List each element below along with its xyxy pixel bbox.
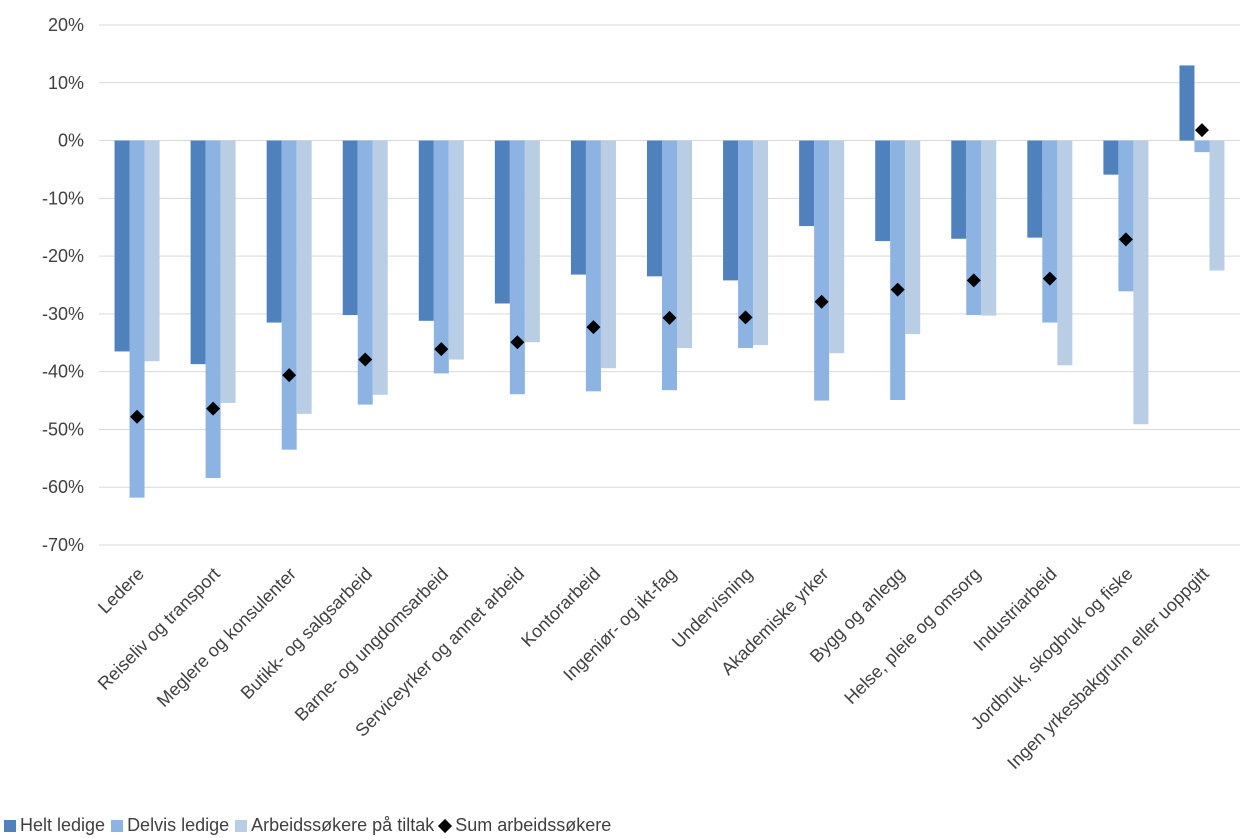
bar [129, 140, 145, 498]
category-label: Jordbruk, skogbruk og fiske [967, 564, 1137, 734]
y-tick-label: -30% [42, 304, 84, 324]
sum-markers [130, 123, 1209, 424]
bar [220, 140, 236, 403]
legend-item-helt-ledige: Helt ledige [4, 815, 105, 836]
bar [448, 140, 464, 360]
bar [677, 140, 692, 348]
bar [281, 140, 297, 450]
y-tick-label: 0% [58, 131, 84, 151]
bar [1057, 140, 1073, 366]
bar [1194, 140, 1210, 153]
bar [372, 140, 388, 395]
sum-marker [510, 335, 525, 350]
bar [205, 140, 221, 478]
sum-marker [1042, 271, 1057, 286]
bar [296, 140, 312, 414]
bar [905, 140, 921, 335]
chart: 20% 10% 0% -10% -20% -30% -40% -50% -60% -70% Led… [42, 15, 1240, 773]
sum-marker [966, 273, 981, 288]
bar [585, 140, 601, 392]
bar [662, 140, 677, 391]
bars [114, 65, 1225, 498]
sum-marker [206, 401, 221, 416]
y-tick-label: -20% [42, 246, 84, 266]
legend-label-tiltak: Arbeidssøkere på tiltak [251, 815, 435, 835]
sum-marker [814, 294, 829, 309]
y-tick-label: -50% [42, 419, 84, 439]
category-label: Meglere og konsulenter [153, 564, 300, 711]
sum-marker [586, 320, 601, 335]
bar [1118, 140, 1134, 292]
bar [1042, 140, 1058, 323]
y-tick-label: 20% [48, 15, 84, 35]
bar [738, 140, 754, 348]
sum-marker [434, 342, 449, 357]
category-label: Helse, pleie og omsorg [840, 564, 984, 708]
sum-marker [890, 282, 905, 297]
bar [890, 140, 906, 400]
bar [190, 140, 206, 365]
sum-marker [1194, 123, 1209, 138]
bar [114, 140, 130, 352]
sum-marker [358, 352, 373, 367]
sum-marker [738, 310, 753, 325]
bar [266, 140, 282, 323]
bar [951, 140, 967, 239]
y-tick-label: -40% [42, 362, 84, 382]
bar [981, 140, 997, 316]
bar [342, 140, 358, 316]
legend-label-helt-ledige: Helt ledige [20, 815, 106, 835]
bar [875, 140, 891, 242]
sum-marker [130, 409, 145, 424]
legend-item-tiltak: Arbeidssøkere på tiltak [235, 815, 434, 836]
bar [647, 140, 662, 277]
sum-marker [662, 310, 677, 325]
category-label: Serviceyrker og annet arbeid [351, 564, 528, 741]
sum-marker [1118, 232, 1133, 247]
bar [1103, 140, 1119, 175]
bar [144, 140, 160, 362]
bar [1209, 140, 1225, 271]
bar [723, 140, 739, 281]
legend-swatch-tiltak [235, 819, 248, 832]
legend-swatch-helt-ledige [4, 819, 16, 832]
category-label: Barne- og ungdomsarbeid [291, 564, 452, 725]
bar [1179, 65, 1195, 141]
bar [753, 140, 769, 346]
y-tick-label: 10% [48, 73, 84, 93]
bar [418, 140, 434, 321]
bar [509, 140, 525, 395]
bar [524, 140, 540, 343]
legend: Helt ledige Delvis ledige Arbeidssøkere … [4, 815, 617, 836]
legend-label-delvis-ledige: Delvis ledige [127, 815, 230, 835]
bar [494, 140, 510, 304]
legend-label-sum: Sum arbeidssøkere [455, 815, 612, 835]
bar [799, 140, 815, 227]
bar [600, 140, 616, 369]
bar [814, 140, 830, 401]
category-label: Ledere [94, 564, 148, 618]
bar [1133, 140, 1149, 425]
legend-item-sum: Sum arbeidssøkere [438, 815, 612, 836]
bar [1027, 140, 1043, 238]
sum-marker [282, 368, 297, 383]
legend-swatch-delvis-ledige [111, 819, 124, 832]
y-tick-label: -60% [42, 477, 84, 497]
bar [357, 140, 373, 405]
bar [829, 140, 845, 354]
y-axis-tick-labels: 20% 10% 0% -10% -20% -30% -40% -50% -60% -70% [42, 15, 84, 555]
bar [966, 140, 982, 316]
legend-diamond-sum [438, 818, 453, 833]
y-tick-label: -70% [42, 535, 84, 555]
y-tick-label: -10% [42, 188, 84, 208]
category-label: Butikk- og salgsarbeid [237, 564, 376, 703]
legend-item-delvis-ledige: Delvis ledige [111, 815, 229, 836]
bar [570, 140, 586, 275]
bar [433, 140, 449, 374]
